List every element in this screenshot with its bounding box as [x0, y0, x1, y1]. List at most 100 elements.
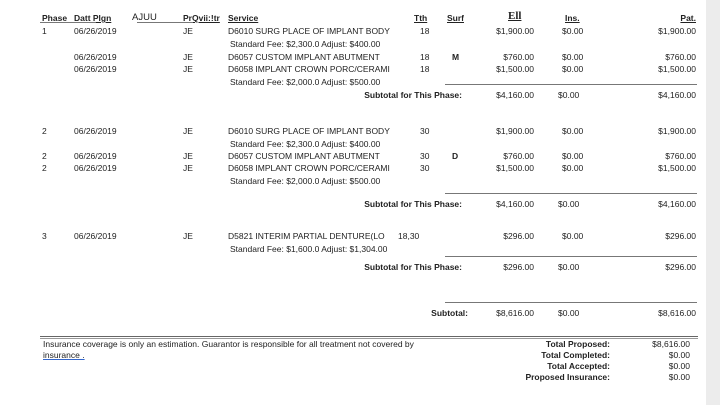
tooth-cell: 18	[420, 52, 430, 62]
pat-cell: $1,500.00	[658, 163, 696, 173]
disclaimer-link[interactable]: insurance .	[43, 350, 85, 360]
ins-cell: $0.00	[562, 52, 584, 62]
service-cell: D6057 CUSTOM IMPLANT ABUTMENT	[228, 52, 380, 62]
tooth-cell: 18,30	[398, 231, 420, 241]
subtotal-label: Subtotal for This Phase:	[364, 199, 462, 209]
service-cell: D5821 INTERIM PARTIAL DENTURE(LO	[228, 231, 385, 241]
surf-cell: D	[452, 151, 459, 161]
date-cell: 06/26/2019	[74, 151, 117, 161]
subtotal-fee: $4,160.00	[496, 90, 534, 100]
phase-cell: 2	[42, 126, 47, 136]
total-label: Total Accepted:	[547, 361, 610, 371]
header-phase: Phase	[42, 13, 68, 23]
fee-cell: $760.00	[503, 151, 534, 161]
surf-cell: M	[452, 52, 460, 62]
date-cell: 06/26/2019	[74, 52, 117, 62]
subtotal-pat: $4,160.00	[658, 199, 696, 209]
fee-cell: $1,900.00	[496, 126, 534, 136]
ins-cell: $0.00	[562, 231, 584, 241]
ins-cell: $0.00	[562, 64, 584, 74]
fee-note: Standard Fee: $1,600.0 Adjust: $1,304.00	[230, 244, 388, 254]
subtotal-ins: $0.00	[558, 90, 580, 100]
subtotal-rule	[445, 84, 697, 85]
pat-cell: $760.00	[665, 151, 696, 161]
header-service: Service	[228, 13, 259, 23]
provider-cell: JE	[183, 231, 193, 241]
tooth-cell: 18	[420, 64, 430, 74]
scrollbar[interactable]	[706, 0, 720, 405]
date-cell: 06/26/2019	[74, 163, 117, 173]
header-date: Datt Plgn	[74, 13, 112, 23]
total-label: Total Proposed:	[545, 339, 610, 349]
service-cell: D6057 CUSTOM IMPLANT ABUTMENT	[228, 151, 380, 161]
subtotal-fee: $296.00	[503, 262, 534, 272]
footer-rule	[40, 336, 698, 339]
phase-cell: 2	[42, 151, 47, 161]
pat-cell: $296.00	[665, 231, 696, 241]
fee-note: Standard Fee: $2,000.0 Adjust: $500.00	[230, 176, 381, 186]
header-underline	[137, 22, 193, 23]
header-underline	[40, 22, 96, 23]
phase-cell: 1	[42, 26, 47, 36]
disclaimer: Insurance coverage is only an estimation…	[43, 339, 414, 349]
grand-ins: $0.00	[558, 308, 580, 318]
ins-cell: $0.00	[562, 151, 584, 161]
fee-note: Standard Fee: $2,000.0 Adjust: $500.00	[230, 77, 381, 87]
service-cell: D6010 SURG PLACE OF IMPLANT BODY	[228, 26, 390, 36]
header-ajuu: AJUU	[132, 12, 157, 23]
service-cell: D6058 IMPLANT CROWN PORC/CERAMI	[228, 163, 390, 173]
header-ins: Ins.	[565, 13, 580, 23]
subtotal-ins: $0.00	[558, 262, 580, 272]
grand-pat: $8,616.00	[658, 308, 696, 318]
fee-cell: $1,500.00	[496, 64, 534, 74]
service-cell: D6058 IMPLANT CROWN PORC/CERAMI	[228, 64, 390, 74]
phase-cell: 3	[42, 231, 47, 241]
phase-cell: 2	[42, 163, 47, 173]
date-cell: 06/26/2019	[74, 126, 117, 136]
pat-cell: $1,900.00	[658, 126, 696, 136]
grand-label: Subtotal:	[431, 308, 468, 318]
tooth-cell: 30	[420, 126, 430, 136]
fee-note: Standard Fee: $2,300.0 Adjust: $400.00	[230, 139, 381, 149]
pat-cell: $1,500.00	[658, 64, 696, 74]
grand-rule	[445, 302, 697, 303]
total-label: Proposed Insurance:	[525, 372, 610, 382]
fee-cell: $760.00	[503, 52, 534, 62]
total-value: $8,616.00	[652, 339, 690, 349]
pat-cell: $1,900.00	[658, 26, 696, 36]
header-surf: Surf	[447, 13, 464, 23]
fee-cell: $296.00	[503, 231, 534, 241]
subtotal-ins: $0.00	[558, 199, 580, 209]
header-provider: PrQvii:!tr	[183, 13, 220, 23]
total-label: Total Completed:	[541, 350, 610, 360]
tooth-cell: 30	[420, 163, 430, 173]
provider-cell: JE	[183, 163, 193, 173]
fee-cell: $1,500.00	[496, 163, 534, 173]
subtotal-label: Subtotal for This Phase:	[364, 262, 462, 272]
fee-note: Standard Fee: $2,300.0 Adjust: $400.00	[230, 39, 381, 49]
subtotal-label: Subtotal for This Phase:	[364, 90, 462, 100]
provider-cell: JE	[183, 52, 193, 62]
date-cell: 06/26/2019	[74, 64, 117, 74]
ins-cell: $0.00	[562, 126, 584, 136]
ins-cell: $0.00	[562, 163, 584, 173]
provider-cell: JE	[183, 126, 193, 136]
fee-cell: $1,900.00	[496, 26, 534, 36]
subtotal-rule	[445, 256, 697, 257]
header-tooth: Tth	[414, 13, 428, 23]
provider-cell: JE	[183, 26, 193, 36]
provider-cell: JE	[183, 151, 193, 161]
subtotal-fee: $4,160.00	[496, 199, 534, 209]
date-cell: 06/26/2019	[74, 26, 117, 36]
tooth-cell: 18	[420, 26, 430, 36]
header-fee: Ell	[508, 10, 522, 22]
total-value: $0.00	[668, 361, 690, 371]
subtotal-pat: $4,160.00	[658, 90, 696, 100]
date-cell: 06/26/2019	[74, 231, 117, 241]
header-pat: Pat.	[680, 13, 696, 23]
total-value: $0.00	[668, 372, 690, 382]
grand-fee: $8,616.00	[496, 308, 534, 318]
provider-cell: JE	[183, 64, 193, 74]
subtotal-rule	[445, 193, 697, 194]
ins-cell: $0.00	[562, 26, 584, 36]
